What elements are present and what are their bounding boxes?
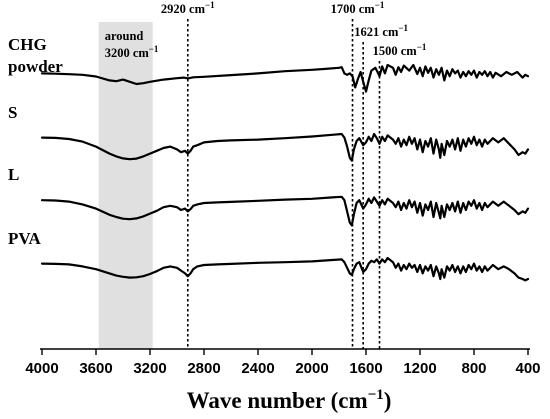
x-tick-label: 1600 bbox=[349, 360, 382, 377]
x-tick-label: 2400 bbox=[241, 360, 274, 377]
x-tick-label: 3200 bbox=[133, 360, 166, 377]
series-label: PVA bbox=[8, 229, 41, 248]
series-label: L bbox=[8, 165, 19, 184]
marker-label: 1700 cm−1 bbox=[331, 0, 385, 16]
spectrum-trace bbox=[40, 195, 530, 227]
spectrum-trace bbox=[40, 63, 530, 93]
series-label: CHG bbox=[8, 35, 47, 54]
marker-label: 1500 cm−1 bbox=[373, 42, 427, 58]
spectrum-trace bbox=[40, 256, 530, 282]
x-tick-label: 4000 bbox=[25, 360, 58, 377]
x-tick-label: 3600 bbox=[79, 360, 112, 377]
series-label: S bbox=[8, 103, 17, 122]
marker-label: 1621 cm−1 bbox=[354, 23, 408, 39]
marker-line-layer bbox=[187, 19, 381, 349]
x-tick-label: 2000 bbox=[295, 360, 328, 377]
highlight-band-layer bbox=[98, 22, 153, 349]
x-tick-label: 400 bbox=[515, 360, 540, 377]
series-label-layer: CHG powder S L PVA bbox=[8, 35, 63, 248]
spectrum-trace-layer bbox=[40, 63, 530, 282]
marker-label: 2920 cm−1 bbox=[161, 0, 215, 16]
highlight-band bbox=[98, 22, 153, 349]
x-axis-title: Wave number (cm−1) bbox=[187, 387, 392, 413]
x-tick-label: 800 bbox=[461, 360, 486, 377]
band-label-line: 3200 cm−1 bbox=[105, 44, 159, 60]
x-tick-label: 1200 bbox=[403, 360, 436, 377]
spectrum-trace bbox=[40, 132, 530, 162]
series-label: powder bbox=[8, 57, 63, 76]
x-axis: 4000 3600 3200 2800 2400 2000 1600 1200 800 400 bbox=[25, 348, 541, 377]
x-tick-label: 2800 bbox=[187, 360, 220, 377]
band-label-line: around bbox=[105, 29, 144, 43]
